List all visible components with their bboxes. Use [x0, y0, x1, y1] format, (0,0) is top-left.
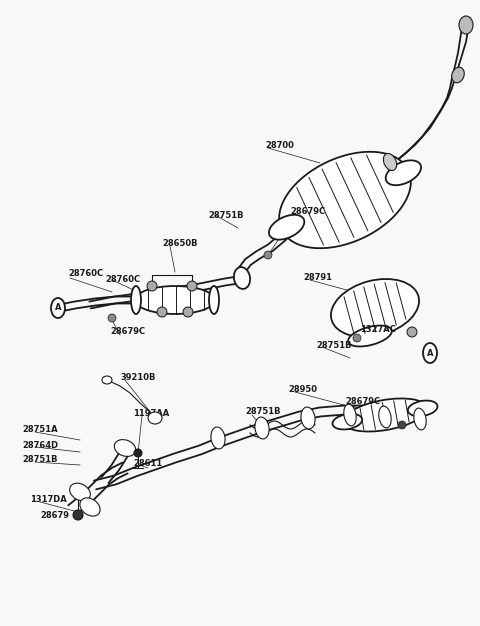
Text: 28751B: 28751B — [316, 341, 351, 349]
Ellipse shape — [379, 406, 391, 428]
Circle shape — [157, 307, 167, 317]
Ellipse shape — [131, 286, 141, 314]
Ellipse shape — [209, 286, 219, 314]
Text: 28760C: 28760C — [105, 275, 140, 284]
Ellipse shape — [102, 376, 112, 384]
Ellipse shape — [301, 407, 315, 429]
Ellipse shape — [234, 267, 250, 289]
Text: 28751B: 28751B — [208, 210, 243, 220]
Text: 28650B: 28650B — [162, 239, 197, 247]
Text: 28751B: 28751B — [245, 408, 280, 416]
Circle shape — [264, 251, 272, 259]
Text: A: A — [55, 304, 61, 312]
Ellipse shape — [269, 215, 304, 240]
Circle shape — [73, 510, 83, 520]
Text: 39210B: 39210B — [120, 374, 156, 382]
Ellipse shape — [211, 427, 225, 449]
Text: 28760C: 28760C — [68, 270, 103, 279]
Ellipse shape — [385, 160, 421, 185]
Ellipse shape — [423, 343, 437, 363]
Circle shape — [398, 421, 406, 429]
Ellipse shape — [408, 401, 437, 416]
Circle shape — [147, 281, 157, 291]
Circle shape — [353, 334, 361, 342]
Ellipse shape — [51, 298, 65, 318]
Circle shape — [134, 449, 142, 457]
Text: 28791: 28791 — [303, 272, 332, 282]
Circle shape — [183, 307, 193, 317]
Ellipse shape — [331, 279, 419, 337]
Ellipse shape — [344, 404, 356, 426]
Text: 28751A: 28751A — [22, 426, 58, 434]
Text: 28679C: 28679C — [345, 398, 380, 406]
Text: 1327AC: 1327AC — [360, 326, 396, 334]
Ellipse shape — [384, 153, 396, 170]
Ellipse shape — [348, 326, 392, 346]
Ellipse shape — [414, 408, 426, 430]
Ellipse shape — [70, 483, 90, 501]
Ellipse shape — [114, 439, 136, 456]
Text: A: A — [427, 349, 433, 357]
Text: 28679: 28679 — [40, 511, 69, 520]
Ellipse shape — [343, 399, 427, 431]
Ellipse shape — [148, 412, 162, 424]
Ellipse shape — [452, 67, 464, 83]
Circle shape — [108, 314, 116, 322]
Text: 1317DA: 1317DA — [30, 496, 67, 505]
Circle shape — [187, 281, 197, 291]
Text: 1197AA: 1197AA — [133, 409, 169, 418]
Text: 28679C: 28679C — [290, 207, 325, 217]
Ellipse shape — [333, 414, 362, 429]
Ellipse shape — [80, 498, 100, 516]
Text: 28950: 28950 — [288, 386, 317, 394]
Text: 28611: 28611 — [133, 458, 162, 468]
Text: 28700: 28700 — [265, 140, 294, 150]
Ellipse shape — [279, 151, 411, 249]
Text: 28679C: 28679C — [110, 327, 145, 337]
Ellipse shape — [255, 417, 269, 439]
Text: 28751B: 28751B — [22, 456, 58, 464]
Ellipse shape — [135, 286, 215, 314]
Circle shape — [407, 327, 417, 337]
Ellipse shape — [459, 16, 473, 34]
Text: 28764D: 28764D — [22, 441, 58, 449]
